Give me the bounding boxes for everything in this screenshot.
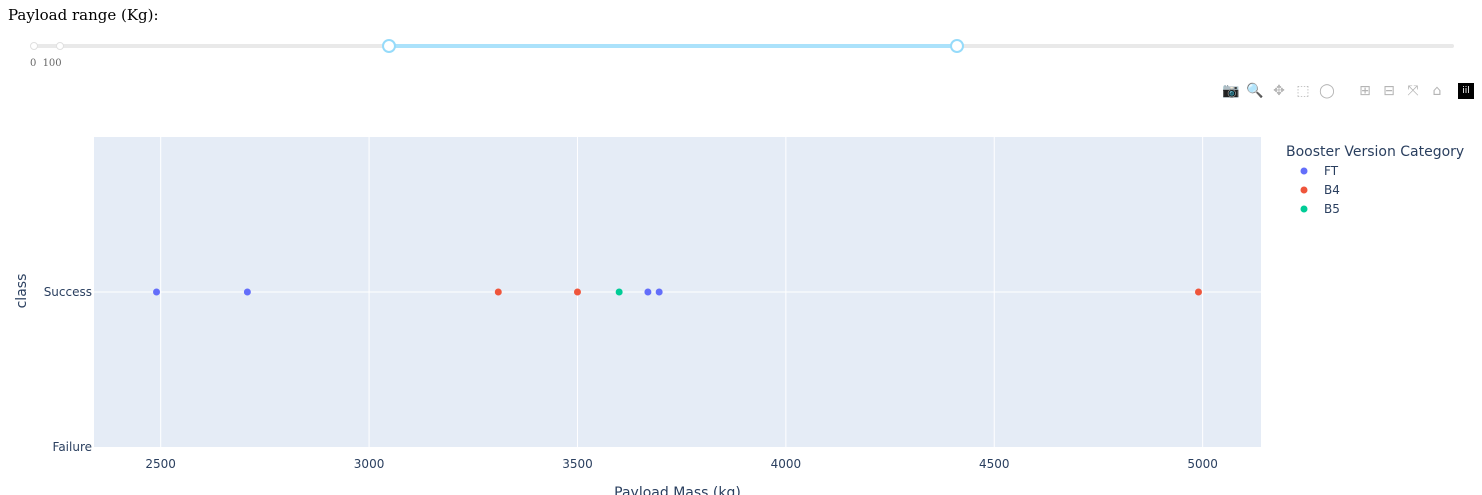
data-point-b5	[615, 288, 623, 296]
x-tick-label: 4500	[979, 457, 1010, 471]
x-tick-label: 2500	[145, 457, 176, 471]
slider-handle-min[interactable]	[382, 39, 396, 53]
y-tick-label: Success	[44, 285, 92, 299]
slider-mark-label: 100	[42, 58, 62, 69]
scatter-chart: 2500 3000 3500 4000 4500 5000 Failure Success Pa…	[14, 137, 1464, 495]
legend-title: Booster Version Category	[1286, 144, 1464, 160]
data-point-b4	[494, 288, 502, 296]
x-tick-label: 3500	[562, 457, 593, 471]
zoom-out-icon[interactable]: ⊟	[1383, 83, 1395, 99]
y-axis-title: class	[14, 274, 30, 309]
slider-selected-track[interactable]	[389, 44, 957, 48]
y-tick-label: Failure	[53, 440, 92, 454]
data-point-b4	[1194, 288, 1202, 296]
legend-marker	[1300, 205, 1308, 213]
reset-axes-icon[interactable]: ⌂	[1432, 83, 1442, 99]
data-point-ft	[153, 288, 161, 296]
zoom-icon[interactable]: 🔍	[1246, 83, 1264, 99]
data-point-ft	[243, 288, 251, 296]
slider-mark-label: 0	[30, 58, 37, 69]
data-point-ft	[655, 288, 663, 296]
legend-label: B5	[1324, 202, 1340, 216]
x-axis-title: Payload Mass (kg)	[614, 485, 741, 495]
slider-handle-max[interactable]	[950, 39, 964, 53]
slider-mark-labels: 0 100	[30, 58, 62, 69]
legend-label: FT	[1324, 164, 1339, 178]
slider-mark-dot[interactable]	[30, 42, 38, 50]
x-tick-label: 4000	[771, 457, 802, 471]
legend-marker	[1300, 167, 1308, 175]
legend-item-b4[interactable]: B4	[1300, 183, 1340, 197]
legend-item-b5[interactable]: B5	[1300, 202, 1340, 216]
camera-icon[interactable]: 📷	[1222, 83, 1240, 99]
data-point-ft	[644, 288, 652, 296]
slider-title: Payload range (Kg):	[8, 6, 159, 24]
autoscale-icon[interactable]: ⤧	[1407, 83, 1419, 99]
legend-marker	[1300, 186, 1308, 194]
x-tick-label: 3000	[354, 457, 385, 471]
lasso-select-icon[interactable]: ◯	[1319, 83, 1335, 99]
box-select-icon[interactable]: ⬚	[1296, 83, 1310, 99]
data-point-b4	[573, 288, 581, 296]
zoom-in-icon[interactable]: ⊞	[1359, 83, 1371, 99]
legend-label: B4	[1324, 183, 1340, 197]
pan-icon[interactable]: ✥	[1273, 83, 1285, 99]
modebar: 📷 🔍 ✥ ⬚ ◯ ⊞ ⊟ ⤧ ⌂ iil	[1222, 82, 1474, 100]
legend-item-ft[interactable]: FT	[1300, 164, 1339, 178]
x-tick-label: 5000	[1187, 457, 1218, 471]
plotly-logo-icon[interactable]: iil	[1458, 83, 1474, 99]
slider-mark-dot[interactable]	[56, 42, 65, 50]
